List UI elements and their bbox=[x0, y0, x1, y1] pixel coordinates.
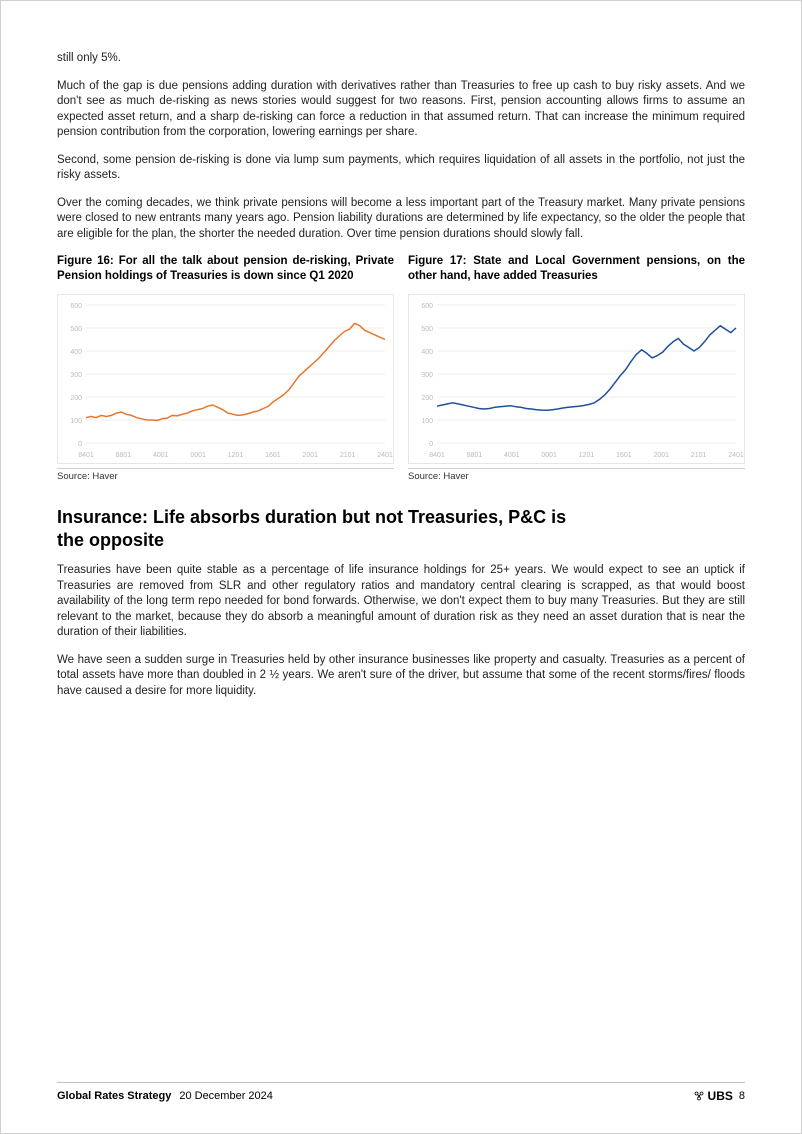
footer-date: 20 December 2024 bbox=[179, 1090, 273, 1102]
svg-text:500: 500 bbox=[421, 326, 433, 333]
svg-text:1201: 1201 bbox=[579, 452, 595, 459]
svg-text:0: 0 bbox=[429, 441, 433, 448]
page-number: 8 bbox=[739, 1090, 745, 1102]
svg-text:2101: 2101 bbox=[340, 452, 356, 459]
svg-text:8401: 8401 bbox=[78, 452, 94, 459]
svg-text:300: 300 bbox=[70, 372, 82, 379]
svg-text:600: 600 bbox=[421, 303, 433, 310]
paragraph: still only 5%. bbox=[57, 51, 745, 67]
svg-text:0001: 0001 bbox=[541, 452, 557, 459]
svg-text:0001: 0001 bbox=[190, 452, 206, 459]
figure-title: Figure 16: For all the talk about pensio… bbox=[57, 254, 394, 288]
svg-text:200: 200 bbox=[70, 395, 82, 402]
svg-text:400: 400 bbox=[421, 349, 433, 356]
page-content: still only 5%. Much of the gap is due pe… bbox=[57, 51, 745, 699]
footer-right: UBS 8 bbox=[693, 1089, 745, 1103]
paragraph: Treasuries have been quite stable as a p… bbox=[57, 563, 745, 641]
svg-text:400: 400 bbox=[70, 349, 82, 356]
figures-row: Figure 16: For all the talk about pensio… bbox=[57, 254, 745, 482]
paragraph: Much of the gap is due pensions adding d… bbox=[57, 79, 745, 141]
svg-text:4001: 4001 bbox=[504, 452, 520, 459]
svg-text:100: 100 bbox=[421, 418, 433, 425]
svg-text:1601: 1601 bbox=[265, 452, 281, 459]
page-footer: Global Rates Strategy 20 December 2024 U… bbox=[57, 1082, 745, 1103]
figure-title: Figure 17: State and Local Government pe… bbox=[408, 254, 745, 288]
svg-text:2101: 2101 bbox=[691, 452, 707, 459]
svg-text:600: 600 bbox=[70, 303, 82, 310]
svg-text:0: 0 bbox=[78, 441, 82, 448]
paragraph: Over the coming decades, we think privat… bbox=[57, 196, 745, 243]
svg-text:500: 500 bbox=[70, 326, 82, 333]
chart-16: 0 100 200 300 400 500 600 8401 8801 4001 0001 1201 1… bbox=[57, 294, 394, 464]
footer-publication: Global Rates Strategy bbox=[57, 1090, 171, 1102]
figure-16: Figure 16: For all the talk about pensio… bbox=[57, 254, 394, 482]
svg-text:2401: 2401 bbox=[377, 452, 393, 459]
svg-text:1601: 1601 bbox=[616, 452, 632, 459]
figure-source: Source: Haver bbox=[408, 468, 745, 482]
paragraph: We have seen a sudden surge in Treasurie… bbox=[57, 653, 745, 700]
svg-text:200: 200 bbox=[421, 395, 433, 402]
svg-text:2001: 2001 bbox=[302, 452, 318, 459]
figure-17: Figure 17: State and Local Government pe… bbox=[408, 254, 745, 482]
svg-text:8401: 8401 bbox=[429, 452, 445, 459]
brand-text: UBS bbox=[708, 1089, 733, 1103]
svg-text:8801: 8801 bbox=[467, 452, 483, 459]
figure-source: Source: Haver bbox=[57, 468, 394, 482]
chart-17: 0 100 200 300 400 500 600 8401 8801 4001 0001 1201 1… bbox=[408, 294, 745, 464]
keys-icon bbox=[693, 1090, 705, 1102]
ubs-logo: UBS bbox=[693, 1089, 733, 1103]
svg-text:100: 100 bbox=[70, 418, 82, 425]
section-heading: Insurance: Life absorbs duration but not… bbox=[57, 506, 577, 551]
svg-text:2001: 2001 bbox=[653, 452, 669, 459]
footer-left: Global Rates Strategy 20 December 2024 bbox=[57, 1090, 273, 1102]
svg-text:1201: 1201 bbox=[228, 452, 244, 459]
svg-text:2401: 2401 bbox=[728, 452, 744, 459]
svg-text:4001: 4001 bbox=[153, 452, 169, 459]
paragraph: Second, some pension de-risking is done … bbox=[57, 153, 745, 184]
svg-text:8801: 8801 bbox=[116, 452, 132, 459]
svg-text:300: 300 bbox=[421, 372, 433, 379]
